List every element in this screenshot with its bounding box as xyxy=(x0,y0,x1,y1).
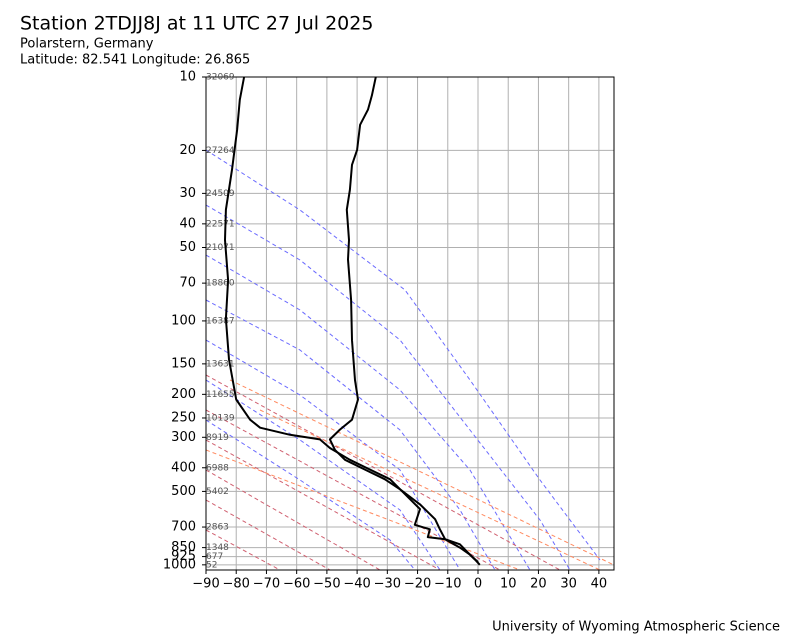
mixing-ratio xyxy=(229,379,614,566)
y-tick-label: 20 xyxy=(179,143,196,158)
plot-frame xyxy=(205,76,615,571)
profile-line xyxy=(224,76,479,563)
y-tick-label: 300 xyxy=(171,430,196,445)
y-tick-label: 100 xyxy=(171,313,196,328)
y-tick-label: 850 xyxy=(171,540,196,555)
y-tick-label: 250 xyxy=(171,410,196,425)
height-label: 11655 xyxy=(206,390,235,400)
dry-adiabat xyxy=(206,374,561,570)
x-tick-label: 40 xyxy=(591,577,608,592)
dry-adiabat xyxy=(206,499,331,570)
height-label: 10139 xyxy=(206,413,235,423)
x-tick-label: −80 xyxy=(223,577,250,592)
dry-adiabat xyxy=(206,439,441,570)
subtitle: Polarstern, Germany xyxy=(20,37,154,52)
y-tick-label: 925 xyxy=(171,549,196,564)
height-label: 24509 xyxy=(206,189,235,199)
height-label: 16387 xyxy=(206,316,235,326)
reference-lines xyxy=(206,149,614,570)
height-label: 18860 xyxy=(206,279,235,289)
x-tick-label: 30 xyxy=(560,577,577,592)
x-tick-label: −60 xyxy=(283,577,310,592)
footer: University of Wyoming Atmospheric Scienc… xyxy=(492,620,780,635)
subtitle: Latitude: 82.541 Longitude: 26.865 xyxy=(20,53,250,68)
x-tick-label: −20 xyxy=(404,577,431,592)
y-tick-label: 70 xyxy=(179,276,196,291)
dry-adiabat xyxy=(206,469,381,570)
y-tick-label: 150 xyxy=(171,356,196,371)
y-tick-label: 50 xyxy=(179,240,196,255)
moist-adiabat xyxy=(206,149,601,561)
y-tick-label: 500 xyxy=(171,484,196,499)
x-tick-label: 0 xyxy=(474,577,482,592)
height-label: 52 xyxy=(206,560,217,570)
height-label: 8919 xyxy=(206,433,229,443)
height-label: 5402 xyxy=(206,487,229,497)
height-label: 27264 xyxy=(206,146,235,156)
height-label: 1348 xyxy=(206,543,229,553)
height-label: 21071 xyxy=(206,243,235,253)
height-label: 2863 xyxy=(206,523,229,533)
height-label: 22571 xyxy=(206,219,235,229)
height-label: 677 xyxy=(206,552,223,562)
dry-adiabat xyxy=(206,529,281,570)
moist-adiabat xyxy=(206,339,461,570)
x-tick-label: −30 xyxy=(374,577,401,592)
y-tick-label: 700 xyxy=(171,520,196,535)
x-tick-label: −40 xyxy=(343,577,370,592)
x-tick-label: 10 xyxy=(500,577,517,592)
y-tick-label: 40 xyxy=(179,216,196,231)
x-tick-label: 20 xyxy=(530,577,547,592)
y-tick-label: 200 xyxy=(171,387,196,402)
moist-adiabat xyxy=(206,419,416,570)
y-tick-label: 400 xyxy=(171,460,196,475)
y-tick-label: 1000 xyxy=(163,557,196,572)
chart-title: Station 2TDJJ8J at 11 UTC 27 Jul 2025 xyxy=(20,13,373,35)
moist-adiabat xyxy=(206,379,441,570)
y-tick-label: 10 xyxy=(179,70,196,85)
moist-adiabat xyxy=(206,254,531,570)
height-label: 6988 xyxy=(206,463,229,473)
moist-adiabat xyxy=(206,299,496,570)
height-label: 13631 xyxy=(206,359,235,369)
x-tick-label: −50 xyxy=(313,577,340,592)
height-label: 32069 xyxy=(206,73,235,83)
moist-adiabat xyxy=(206,204,571,570)
x-tick-label: −70 xyxy=(253,577,280,592)
x-tick-label: −10 xyxy=(434,577,461,592)
y-tick-label: 30 xyxy=(179,186,196,201)
x-tick-label: −90 xyxy=(192,577,219,592)
mixing-ratio xyxy=(206,449,521,570)
